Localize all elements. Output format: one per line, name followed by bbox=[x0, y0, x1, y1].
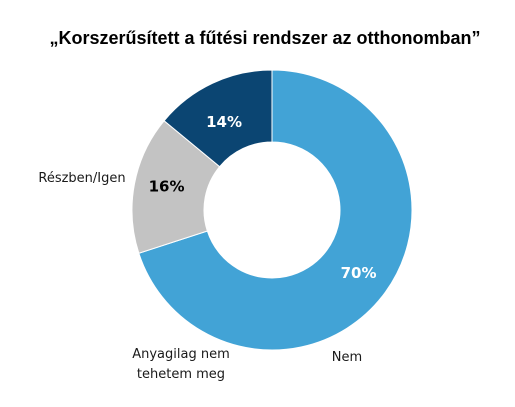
category-label-reszben-igen: Részben/Igen bbox=[38, 171, 125, 186]
slice-reszben-igen bbox=[138, 69, 413, 351]
slices-group bbox=[131, 69, 413, 351]
slice-anyagilag-nem-tehetem-meg bbox=[163, 69, 273, 168]
value-label-nem: 16% bbox=[149, 178, 185, 196]
category-label-anyagilag-nem-tehetem-meg: Anyagilag nem tehetem meg bbox=[132, 347, 230, 382]
value-labels-group: 70% 16% 14% bbox=[149, 113, 377, 282]
chart-title: „Korszerűsített a fűtési rendszer az ott… bbox=[49, 28, 480, 48]
slice-nem bbox=[131, 120, 221, 254]
value-label-anyagilag-nem-tehetem-meg: 14% bbox=[206, 113, 242, 131]
category-label-nem: Nem bbox=[332, 350, 362, 365]
value-label-reszben-igen: 70% bbox=[341, 264, 377, 282]
category-labels-group: Részben/Igen Nem Anyagilag nem tehetem meg bbox=[38, 171, 362, 382]
